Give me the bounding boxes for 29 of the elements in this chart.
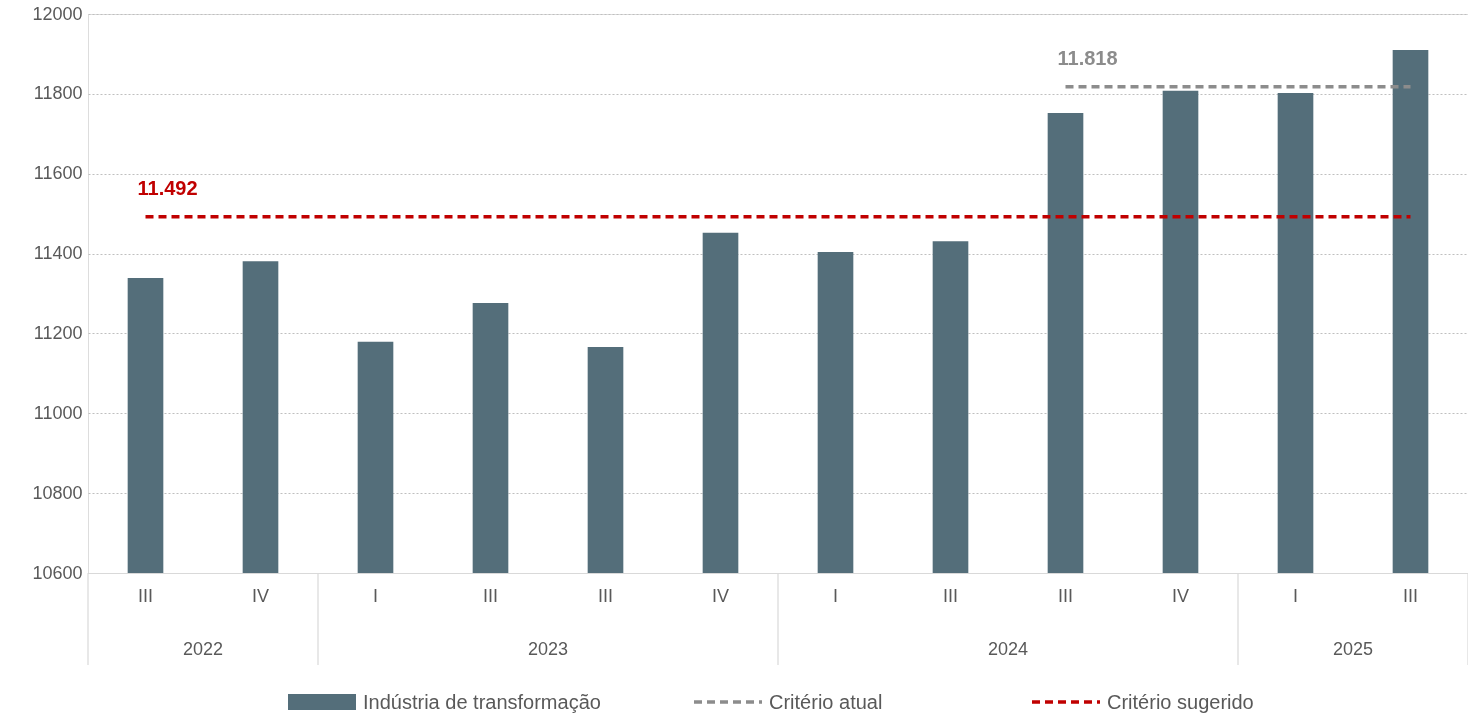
text: 2024: [987, 639, 1029, 659]
y-tick-label: 10600: [32, 562, 83, 583]
text: 2022: [182, 639, 224, 659]
y-tick-label: 11000: [33, 402, 83, 423]
text: 2023: [527, 639, 569, 659]
legend-label: Critério atual: [769, 691, 883, 713]
data-label: 11.818: [1057, 46, 1118, 69]
legend-label: Critério sugerido: [1107, 691, 1254, 713]
x-tick-label: I: [832, 585, 839, 606]
y-tick-label: 11800: [33, 83, 83, 104]
x-tick-label: III: [597, 585, 614, 606]
x-tick-label: III: [482, 585, 499, 606]
x-tick-label: III: [137, 585, 154, 606]
data-label: 11.492: [137, 176, 198, 199]
x-tick-label: III: [1057, 585, 1074, 606]
x-tick-label: IV: [251, 585, 270, 606]
x-tick-label: IV: [1171, 585, 1190, 606]
x-tick-label: I: [372, 585, 379, 606]
legend-label: Indústria de transformação: [363, 691, 601, 713]
y-tick-label: 11200: [33, 322, 83, 343]
y-tick-label: 10800: [32, 482, 83, 503]
text: 2025: [1332, 639, 1374, 659]
y-tick-label: 11400: [33, 243, 83, 264]
x-tick-label: III: [942, 585, 959, 606]
y-tick-label: 11600: [33, 163, 83, 184]
y-tick-label: 12000: [32, 3, 83, 24]
x-tick-label: I: [1292, 585, 1299, 606]
x-tick-label: IV: [711, 585, 730, 606]
x-tick-label: III: [1402, 585, 1419, 606]
